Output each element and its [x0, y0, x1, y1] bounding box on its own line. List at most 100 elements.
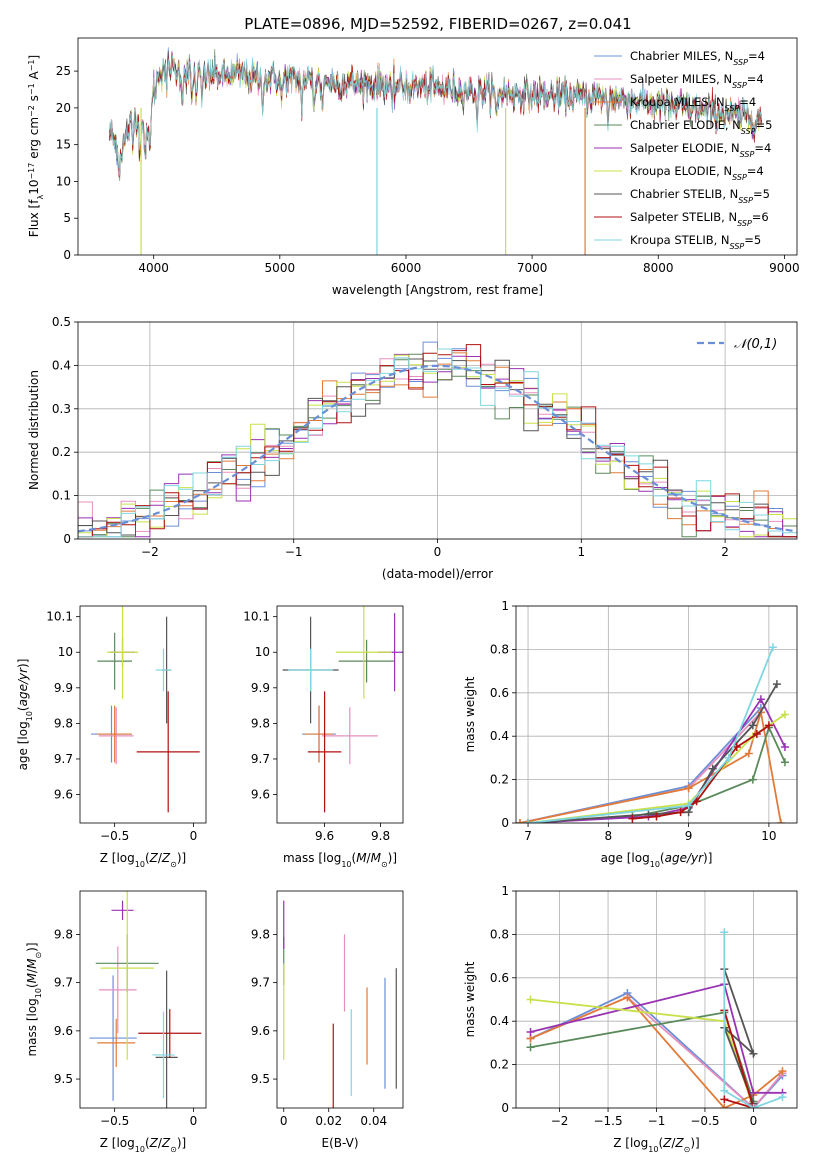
axes-mass_vs_EBV: 0 0.02 0.04 9.5 9.6 9.7 9.8 E(B-V) [251, 890, 404, 1150]
x-tick-label: −1 [285, 545, 303, 559]
x-tick-label: 6000 [391, 261, 422, 275]
legend-label: Kroupa ELODIE, NSSP=4 [630, 164, 764, 182]
legend-label: Salpeter ELODIE, NSSP=4 [630, 141, 771, 159]
x-tick-label: 4000 [138, 261, 169, 275]
weight-marker [780, 710, 789, 719]
x-tick-label: 0 [280, 1114, 288, 1128]
y-tick-label: 0.3 [52, 402, 71, 416]
axes-frame [515, 605, 798, 824]
y-tick-label: 9.6 [54, 1024, 73, 1038]
y-tick-label: 0.1 [52, 489, 71, 503]
y-tick-label: 0.8 [490, 927, 509, 941]
weight-series-line [723, 1010, 755, 1108]
legend-label: Salpeter STELIB, NSSP=6 [630, 210, 769, 228]
x-tick-label: 0.04 [360, 1114, 387, 1128]
weight-marker [526, 1028, 535, 1037]
weight-series-line [723, 932, 783, 1108]
weight-marker [732, 743, 741, 752]
axes-weight_vs_age: 7 8 9 10 0 0.2 0.4 0.6 0.8 1 age [log10(age/yr)] ma… [463, 599, 798, 869]
weight-series-line [527, 646, 774, 823]
weight-marker [744, 749, 753, 758]
weight-series-line [527, 697, 786, 823]
axes-mass_vs_Z: −0.5 0 9.5 9.6 9.7 9.8 Z [log10(Z/Z⊙)] mass [lo… [25, 890, 207, 1154]
x-axis-label: mass [log10(M/M⊙)] [283, 851, 397, 869]
x-tick-label: 10 [761, 829, 776, 843]
x-axis-label: E(B-V) [321, 1136, 358, 1150]
axes-frame [515, 890, 798, 1109]
x-tick-label: 0 [190, 1114, 198, 1128]
y-tick-label: 9.7 [251, 976, 270, 990]
y-axis-label: Normed distribution [27, 370, 41, 490]
plot-area [282, 606, 403, 813]
x-tick-label: 0 [750, 1114, 758, 1128]
y-tick-label: 10 [255, 645, 270, 659]
y-axis-label: mass weight [463, 676, 477, 752]
weight-marker [749, 1104, 758, 1108]
y-tick-label: 25 [56, 64, 71, 78]
weight-marker [772, 680, 781, 689]
weight-series-line [530, 983, 783, 1094]
weight-marker [748, 775, 757, 784]
weight-marker [752, 730, 761, 739]
plot-area [283, 900, 397, 1108]
weight-marker [720, 928, 729, 937]
plot-area [526, 928, 787, 1108]
x-axis-label: Z [log10(Z/Z⊙)] [613, 1136, 699, 1154]
weight-series-line [530, 996, 784, 1108]
x-tick-label: 7 [524, 829, 532, 843]
x-axis-label: (data-model)/error [382, 567, 493, 581]
weight-marker [516, 819, 525, 823]
y-tick-label: 0 [501, 816, 509, 830]
y-tick-label: 0 [501, 1101, 509, 1115]
plot-area [78, 341, 797, 539]
x-axis-label: age [log10(age/yr)] [601, 851, 713, 869]
x-tick-label: 7000 [517, 261, 548, 275]
y-tick-label: 0.6 [490, 971, 509, 985]
y-tick-label: 0.4 [490, 1014, 509, 1028]
y-axis-label: age [log10(age/yr)] [16, 659, 34, 771]
weight-marker [526, 995, 535, 1004]
weight-series-line [527, 713, 786, 823]
spectrum-line [109, 54, 763, 176]
weight-marker [776, 819, 785, 823]
weight-marker [720, 1086, 729, 1095]
weight-marker [778, 1067, 787, 1076]
x-tick-label: 0 [434, 545, 442, 559]
axes-weight_vs_Z: −2 −1.5 −1 −0.5 0 0 0.2 0.4 0.6 0.8 1 Z [log10(Z/Z⊙… [463, 884, 798, 1154]
legend-label: Chabrier STELIB, NSSP=5 [630, 187, 770, 205]
legend-label: 𝒩(0,1) [734, 337, 777, 352]
y-tick-label: 0.8 [490, 642, 509, 656]
weight-series-line [723, 968, 756, 1105]
y-tick-label: 0.5 [52, 315, 71, 329]
x-axis-label: Z [log10(Z/Z⊙)] [100, 1136, 186, 1154]
axes-frame [79, 605, 207, 824]
x-tick-label: 9000 [769, 261, 800, 275]
y-tick-label: 9.8 [54, 716, 73, 730]
weight-series-line [530, 1011, 755, 1102]
x-tick-label: −2 [141, 545, 159, 559]
y-tick-label: 9.9 [54, 681, 73, 695]
y-tick-label: 0.4 [52, 358, 71, 372]
axes-frame [77, 37, 798, 256]
axes-frame [276, 605, 404, 824]
y-tick-label: 10.1 [243, 610, 270, 624]
y-tick-label: 9.7 [54, 976, 73, 990]
y-tick-label: 9.8 [251, 927, 270, 941]
x-axis-label: wavelength [Angstrom, rest frame] [332, 283, 543, 297]
weight-marker [749, 1049, 758, 1058]
y-tick-label: 0.4 [490, 729, 509, 743]
axes-frame [79, 890, 207, 1109]
axes-frame [276, 890, 404, 1109]
y-tick-label: 9.9 [251, 681, 270, 695]
legend-label: Chabrier ELODIE, NSSP=5 [630, 118, 772, 136]
y-tick-label: 9.7 [54, 752, 73, 766]
x-axis-label: Z [log10(Z/Z⊙)] [100, 851, 186, 869]
y-tick-label: 0 [63, 532, 71, 546]
x-tick-label: −0.5 [690, 1114, 719, 1128]
y-tick-label: 5 [63, 211, 71, 225]
y-axis-label: mass [log10(M/M⊙)] [25, 942, 43, 1056]
y-tick-label: 0.2 [52, 445, 71, 459]
weight-marker [676, 808, 685, 817]
weight-marker [756, 695, 765, 704]
